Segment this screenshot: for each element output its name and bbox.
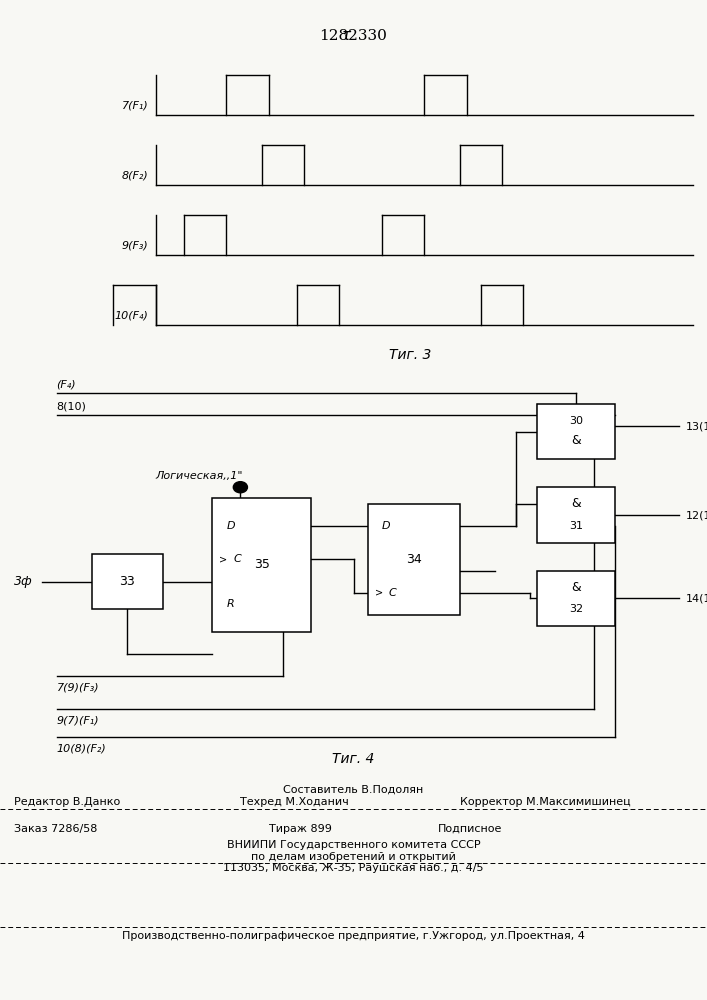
Text: Производственно-полиграфическое предприятие, г.Ужгород, ул.Проектная, 4: Производственно-полиграфическое предприя… <box>122 931 585 941</box>
Text: D: D <box>382 521 390 531</box>
Text: C: C <box>389 588 397 598</box>
Text: 10(F₄): 10(F₄) <box>115 310 148 320</box>
Text: Τиг. 3: Τиг. 3 <box>389 348 431 362</box>
Text: 8(10): 8(10) <box>57 402 86 412</box>
Text: C: C <box>233 554 241 564</box>
Text: 3ф: 3ф <box>14 575 33 588</box>
Text: Логическая,,1": Логическая,,1" <box>156 471 243 481</box>
Text: 14(18): 14(18) <box>686 593 707 603</box>
Text: 34: 34 <box>406 553 421 566</box>
Text: &: & <box>571 497 581 510</box>
Text: 32: 32 <box>569 604 583 614</box>
Text: 13(19): 13(19) <box>686 421 707 431</box>
Bar <box>212 498 311 632</box>
Text: 30: 30 <box>569 416 583 426</box>
Text: 7(9)(F₃): 7(9)(F₃) <box>57 682 99 692</box>
Bar <box>368 504 460 615</box>
Circle shape <box>233 482 247 493</box>
Bar <box>537 404 615 459</box>
Text: 35: 35 <box>254 558 269 572</box>
Text: Τиг. 4: Τиг. 4 <box>332 752 375 766</box>
Bar <box>537 571 615 626</box>
Bar <box>537 487 615 543</box>
Text: 33: 33 <box>119 575 135 588</box>
Text: по делам изобретений и открытий: по делам изобретений и открытий <box>251 852 456 862</box>
Text: 113035, Москва, Ж-35, Раушская наб., д. 4/5: 113035, Москва, Ж-35, Раушская наб., д. … <box>223 863 484 873</box>
Text: (F₄): (F₄) <box>57 379 76 389</box>
Bar <box>92 554 163 609</box>
Text: Заказ 7286/58: Заказ 7286/58 <box>14 824 98 834</box>
Text: &: & <box>571 434 581 446</box>
Text: 10(8)(F₂): 10(8)(F₂) <box>57 743 106 753</box>
Text: 7(F₁): 7(F₁) <box>122 100 148 110</box>
Text: Составитель В.Подолян: Составитель В.Подолян <box>284 784 423 794</box>
Text: R: R <box>226 599 234 609</box>
Text: D: D <box>226 521 235 531</box>
Text: 1282330: 1282330 <box>320 29 387 43</box>
Text: Корректор М.Максимишинец: Корректор М.Максимишинец <box>460 797 630 807</box>
Text: 9(F₃): 9(F₃) <box>122 240 148 250</box>
Text: 9(7)(F₁): 9(7)(F₁) <box>57 716 99 726</box>
Text: ВНИИПИ Государственного комитета СССР: ВНИИПИ Государственного комитета СССР <box>227 840 480 850</box>
Text: Тираж 899: Тираж 899 <box>269 824 332 834</box>
Text: &: & <box>571 581 581 594</box>
Text: >: > <box>219 554 227 564</box>
Text: 8(F₂): 8(F₂) <box>122 170 148 180</box>
Text: τ: τ <box>342 27 351 42</box>
Text: 12(17): 12(17) <box>686 510 707 520</box>
Text: 31: 31 <box>569 521 583 531</box>
Text: Техред М.Ходанич: Техред М.Ходанич <box>240 797 349 807</box>
Text: Редактор В.Данко: Редактор В.Данко <box>14 797 120 807</box>
Text: Подписное: Подписное <box>438 824 503 834</box>
Text: >: > <box>375 588 382 598</box>
